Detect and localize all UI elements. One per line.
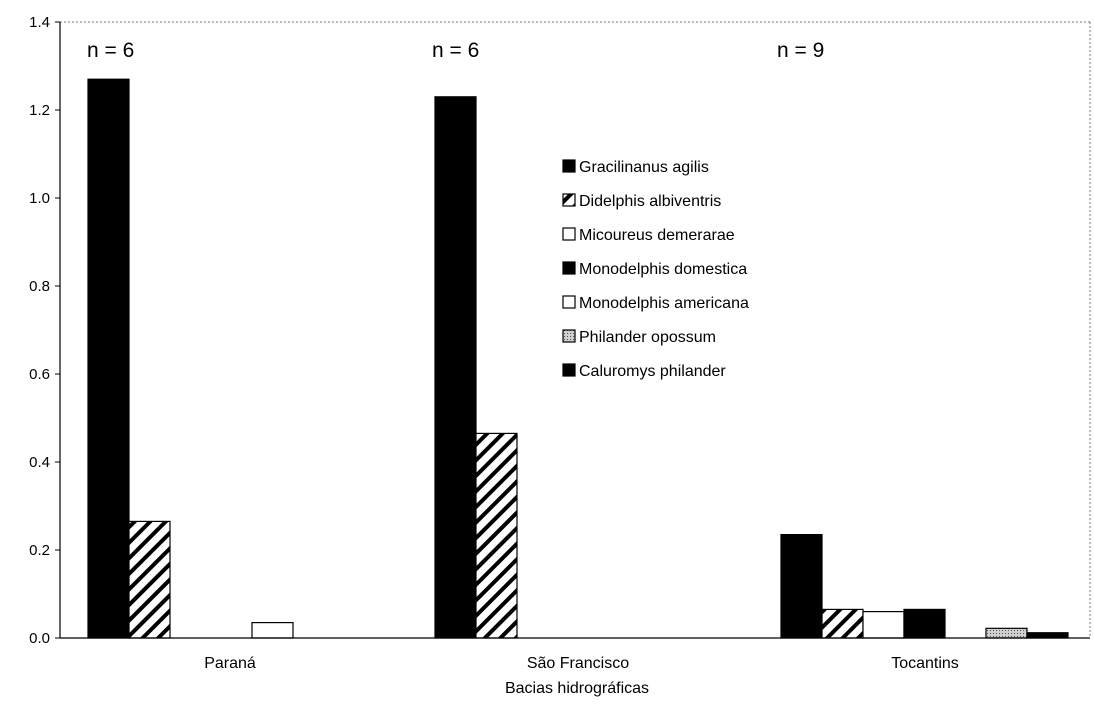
y-tick-label: 1.4 bbox=[29, 14, 50, 31]
bar bbox=[862, 610, 905, 639]
legend-label: Monodelphis domestica bbox=[579, 261, 747, 278]
y-tick-label: 0.4 bbox=[29, 454, 50, 471]
y-tick-label: 0.2 bbox=[29, 542, 50, 559]
legend-swatch bbox=[562, 193, 576, 207]
legend-swatch bbox=[562, 227, 576, 241]
legend-label: Micoureus demerarae bbox=[579, 227, 735, 244]
x-category-label: Paraná bbox=[204, 655, 256, 672]
legend-swatch bbox=[562, 295, 576, 309]
bar bbox=[903, 608, 946, 639]
legend-label: Caluromys philander bbox=[579, 363, 726, 380]
bar bbox=[780, 533, 823, 639]
legend: Gracilinanus agilis Didelphis albiventris… bbox=[562, 159, 749, 380]
bar bbox=[251, 621, 294, 639]
sample-size-labels: n = 6 n = 6 n = 9 bbox=[87, 39, 824, 62]
bar bbox=[434, 96, 477, 639]
y-axis-ticks: 0.0 0.2 0.4 0.6 0.8 1.0 1.2 1.4 bbox=[29, 14, 60, 647]
legend-swatch bbox=[562, 261, 576, 275]
bar bbox=[821, 608, 864, 639]
y-tick-label: 0.0 bbox=[29, 630, 50, 647]
legend-swatch bbox=[562, 363, 576, 377]
bar bbox=[87, 78, 130, 639]
bar bbox=[985, 627, 1028, 639]
legend-label: Didelphis albiventris bbox=[579, 193, 721, 210]
y-tick-label: 0.6 bbox=[29, 366, 50, 383]
x-axis-labels: Paraná São Francisco Tocantins bbox=[204, 655, 959, 672]
bar bbox=[1026, 632, 1069, 639]
legend-label: Philander opossum bbox=[579, 329, 716, 346]
y-tick-label: 1.0 bbox=[29, 190, 50, 207]
x-category-label: Tocantins bbox=[891, 655, 959, 672]
sample-size-label: n = 9 bbox=[777, 39, 824, 62]
sample-size-label: n = 6 bbox=[87, 39, 134, 62]
x-axis-title: Bacias hidrográficas bbox=[505, 680, 649, 697]
bar bbox=[475, 432, 518, 639]
x-category-label: São Francisco bbox=[527, 655, 629, 672]
bars-group bbox=[87, 78, 1069, 639]
y-tick-label: 0.8 bbox=[29, 278, 50, 295]
sample-size-label: n = 6 bbox=[432, 39, 479, 62]
y-tick-label: 1.2 bbox=[29, 102, 50, 119]
legend-label: Monodelphis americana bbox=[579, 295, 749, 312]
legend-label: Gracilinanus agilis bbox=[579, 159, 709, 176]
legend-swatch bbox=[562, 159, 576, 173]
bar bbox=[128, 520, 171, 639]
legend-swatch bbox=[562, 329, 576, 343]
